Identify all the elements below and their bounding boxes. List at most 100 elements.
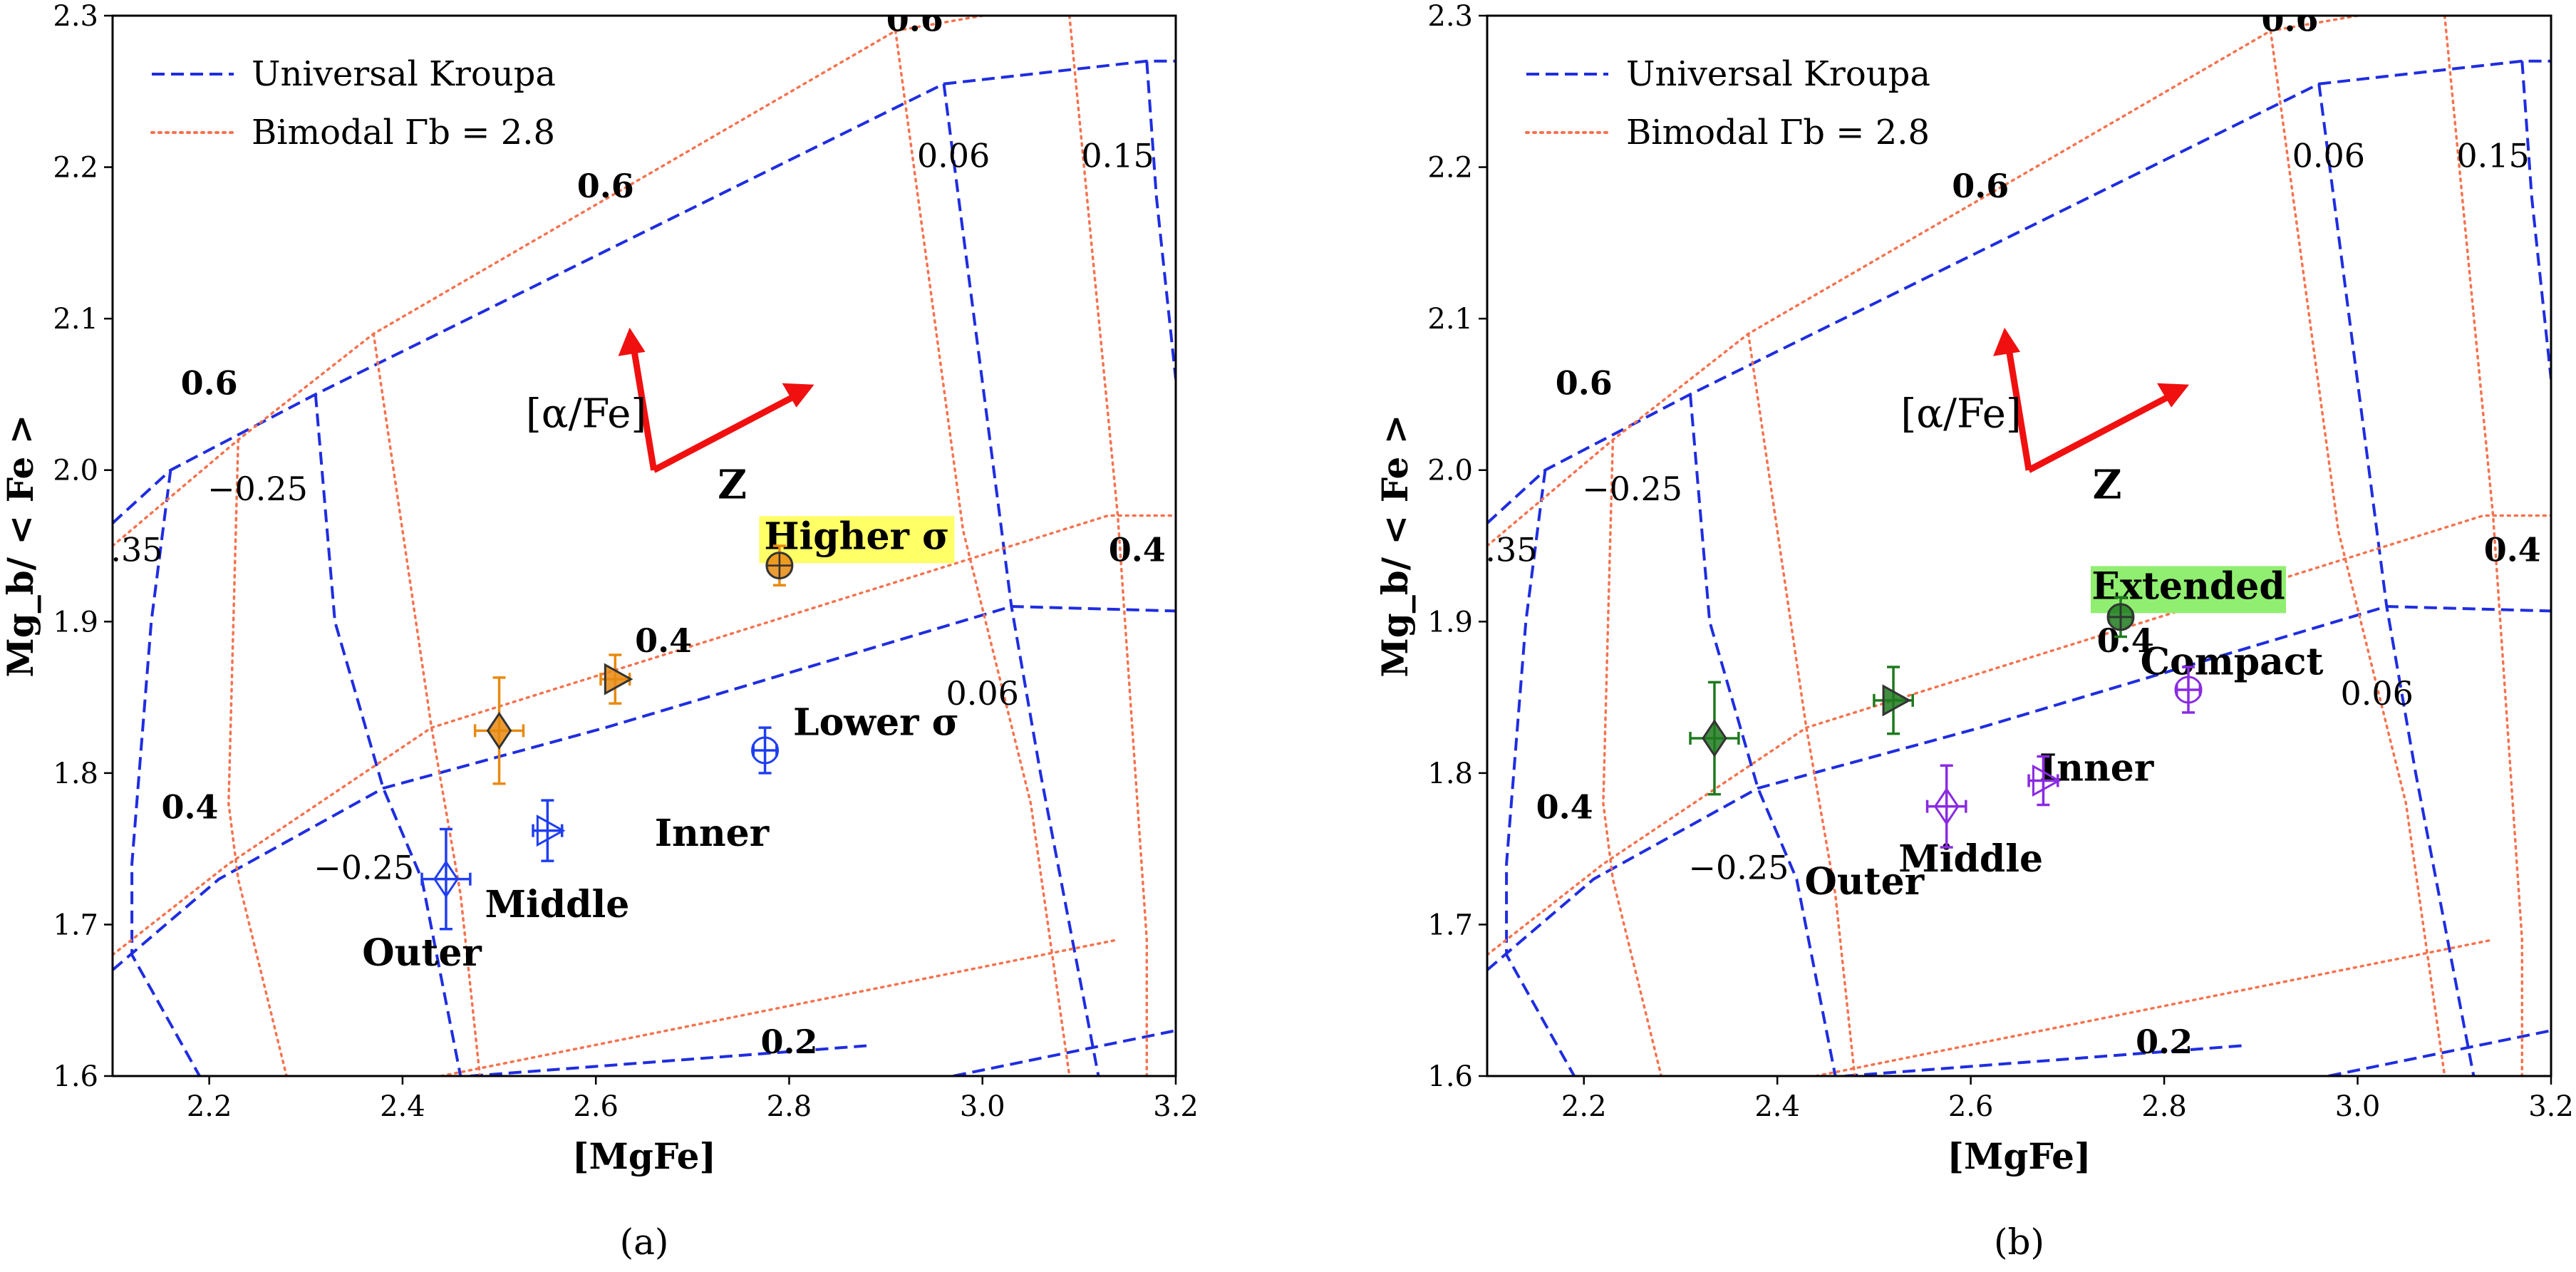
annotation: Lower σ xyxy=(793,701,959,745)
grid-label: 0.6 xyxy=(577,167,634,205)
y-axis-label: Mg_b/ < Fe > xyxy=(0,414,41,677)
kroupa-grid-line xyxy=(2520,61,2551,380)
bimodal-grid-line xyxy=(2443,16,2524,1076)
alpha-arrow-head xyxy=(618,327,646,356)
kroupa-grid-line xyxy=(1487,59,2551,524)
data-point xyxy=(532,799,566,862)
data-point xyxy=(1925,764,1967,849)
y-tick-label: 1.9 xyxy=(53,606,98,638)
y-tick-label: 1.7 xyxy=(53,909,98,941)
z-label: Z xyxy=(718,462,747,509)
legend-label: Universal Kroupa xyxy=(1626,54,1930,94)
annotation: Outer xyxy=(1805,860,1925,904)
grid-label: 0.2 xyxy=(760,1023,817,1061)
panel-a: 0.6 0.6 0.6 0.06 0.15 −0.25 −0.35 0.4 0.4 0.06 0.4… xyxy=(0,0,1199,1263)
data-point xyxy=(599,653,633,705)
grid-label: −0.25 xyxy=(1582,470,1682,508)
annotation-text: Compact xyxy=(2141,641,2324,684)
grid-label: 0.6 xyxy=(181,363,238,402)
annotation-text: Extended xyxy=(2091,564,2285,608)
grid-label: 0.15 xyxy=(2456,137,2529,175)
y-axis-label: Mg_b/ < Fe > xyxy=(1374,414,1416,677)
bimodal-grid-line xyxy=(894,29,1071,1076)
annotation: Extended xyxy=(2091,564,2287,614)
data-point xyxy=(2106,596,2135,638)
alpha-fe-label: [α/Fe] xyxy=(526,391,646,438)
grid-label: 0.06 xyxy=(917,137,990,175)
grid-label: −0.35 xyxy=(63,530,163,569)
panel-b: 0.60.60.60.06 0.15−0.25−0.35 0.40.40.060.4… xyxy=(1374,0,2574,1263)
alpha-arrow-shaft xyxy=(2005,348,2032,471)
annotation: Inner xyxy=(655,812,770,855)
kroupa-grid-line xyxy=(113,59,1176,524)
y-tick-label: 1.6 xyxy=(53,1060,98,1093)
grid-label: 0.6 xyxy=(2262,0,2319,38)
kroupa-grid-line xyxy=(1845,1044,2242,1076)
bimodal-grid-line xyxy=(1814,938,2495,1076)
y-tick-label: 2.2 xyxy=(53,152,98,185)
bimodal-grid-line xyxy=(2269,29,2446,1076)
grid-label: 0.06 xyxy=(2292,137,2365,175)
annotation: Compact xyxy=(2141,641,2324,684)
alpha-fe-label: [α/Fe] xyxy=(1900,391,2021,438)
annotation: Inner xyxy=(2039,746,2154,790)
annotation-box xyxy=(759,516,955,564)
bimodal-grid-line xyxy=(440,938,1119,1076)
y-tick-label: 1.8 xyxy=(1427,757,1473,790)
annotation: Middle xyxy=(1898,837,2043,881)
series-1 xyxy=(420,726,780,931)
legend-label: Bimodal Γb = 2.8 xyxy=(252,113,555,152)
grid-label: 0.6 xyxy=(886,0,943,38)
data-point xyxy=(420,827,472,931)
y-tick-label: 2.1 xyxy=(1427,303,1473,336)
triangle-marker xyxy=(536,815,566,847)
data-point xyxy=(751,726,780,775)
annotation-text: Inner xyxy=(655,812,770,855)
data-point xyxy=(473,676,525,785)
kroupa-grid-line xyxy=(1487,604,2551,971)
bimodal-grid-line xyxy=(1602,438,1663,1076)
kroupa-grid-line xyxy=(1505,470,1576,1076)
x-tick-label: 2.8 xyxy=(767,1090,812,1123)
y-tick-label: 1.7 xyxy=(1427,909,1473,941)
x-tick-label: 2.6 xyxy=(573,1090,619,1123)
annotation-text: Middle xyxy=(1898,837,2043,881)
plot-area: 0.6 0.6 0.6 0.06 0.15 −0.25 −0.35 0.4 0.4 0.06 0.4… xyxy=(63,0,1176,1076)
kroupa-grid-line xyxy=(130,470,201,1076)
triangle-marker xyxy=(1882,684,1912,717)
bimodal-grid-line xyxy=(372,332,482,1076)
kroupa-grid-line xyxy=(113,604,1176,971)
z-arrow-shaft xyxy=(652,392,798,473)
annotation: Outer xyxy=(362,931,482,975)
annotation-text: Lower σ xyxy=(793,701,959,745)
panel-caption: (a) xyxy=(620,1221,669,1263)
bimodal-grid-line xyxy=(1747,332,1856,1076)
diamond-marker xyxy=(433,859,459,899)
series-1 xyxy=(1925,666,2203,849)
x-tick-label: 2.8 xyxy=(2141,1090,2187,1123)
grid-label: 0.4 xyxy=(1536,788,1593,827)
x-axis-label: [MgFe] xyxy=(1947,1135,2091,1177)
data-point xyxy=(1873,666,1914,735)
z-arrow-head xyxy=(782,383,814,408)
x-tick-label: 3.0 xyxy=(2335,1090,2381,1123)
kroupa-grid-line xyxy=(1689,394,1837,1076)
grid-label: 0.4 xyxy=(635,621,692,660)
y-tick-label: 2.2 xyxy=(1427,152,1473,185)
grid-label: −0.25 xyxy=(207,470,308,508)
grid-label: 0.6 xyxy=(1952,167,2009,205)
diamond-marker xyxy=(1933,787,1960,826)
grid-label: 0.4 xyxy=(161,788,218,827)
x-axis-label: [MgFe] xyxy=(572,1135,716,1177)
grid-label: −0.25 xyxy=(1688,849,1789,887)
grid-label: −0.35 xyxy=(1437,530,1538,569)
y-tick-label: 1.6 xyxy=(1427,1060,1473,1093)
y-tick-label: 2.1 xyxy=(53,303,98,336)
diamond-marker xyxy=(486,711,512,750)
plot-frame xyxy=(111,14,1177,1077)
panel-caption: (b) xyxy=(1994,1221,2044,1263)
z-arrow-shaft xyxy=(2027,392,2173,473)
grid-label: 0.4 xyxy=(1109,530,1166,569)
grid-label: 0.6 xyxy=(1556,363,1613,402)
